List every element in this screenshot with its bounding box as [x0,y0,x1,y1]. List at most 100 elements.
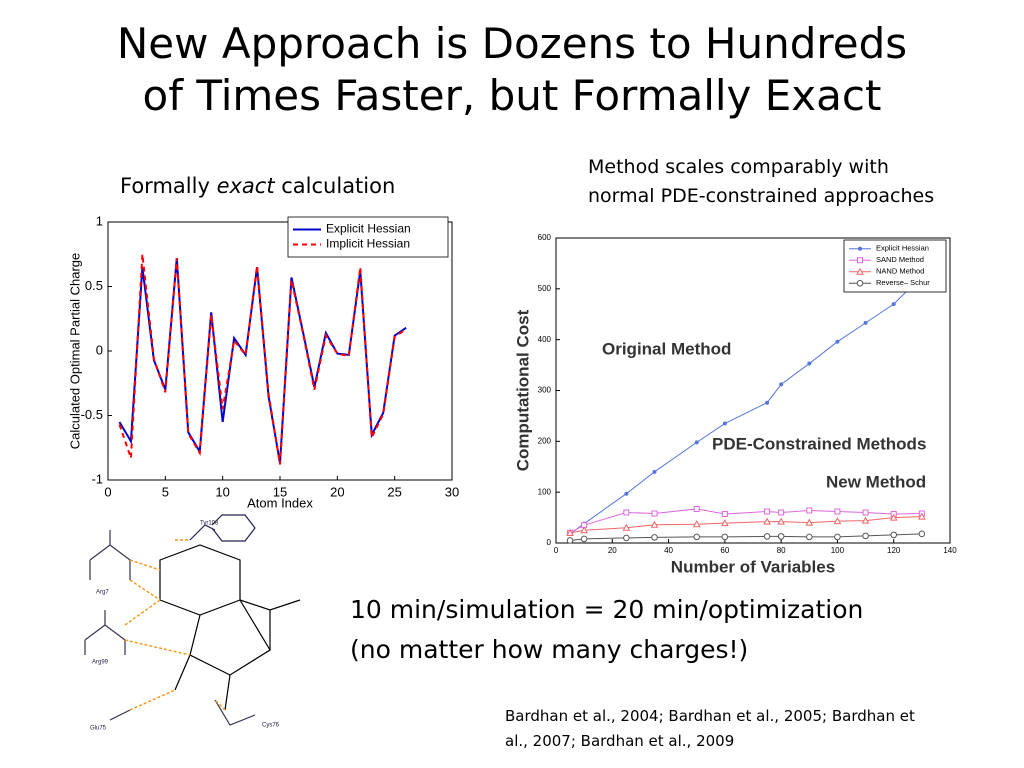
phenyl [189,514,256,542]
marker [891,302,896,307]
caption-line: Method scales comparably with [588,156,889,178]
marker [566,537,574,544]
y-tick-label: 600 [538,233,552,242]
marker [858,246,862,251]
marker [721,511,728,518]
title-line: New Approach is Dozens to Hundreds [116,19,908,68]
x-tick-label: 20 [330,484,344,499]
marker [763,517,771,525]
marker [763,533,771,540]
marker [834,533,841,541]
marker [856,267,864,275]
residue-label: Arg99 [92,660,109,666]
y-tick-label: 200 [538,436,552,445]
left-caption: Formally exact calculation [120,174,395,198]
x-tick-label: 0 [104,484,111,499]
y-tick-label: 1 [96,213,103,228]
result-line: 10 min/simulation = 20 min/optimization [350,595,864,624]
legend-label: NAND Method [876,267,924,276]
marker [623,534,630,542]
plot-frame [107,221,453,481]
y-tick-label: -0.5 [81,407,103,422]
result-line: (no matter how many charges!) [350,635,749,664]
marker [721,519,729,527]
marker [889,513,898,521]
marker [764,508,771,515]
x-tick-label: 25 [387,484,401,499]
caption-text: Formally [120,174,210,198]
ring [159,544,241,616]
hbond [129,559,161,571]
legend-label: Explicit Hessian [876,244,929,253]
legend-label: Explicit Hessian [326,222,411,236]
x-tick-label: 5 [162,484,169,499]
marker [624,491,629,496]
y-tick-label: 0 [96,342,103,357]
marker [693,505,700,512]
marker [694,440,699,445]
annotation: PDE-Constrained Methods [712,434,926,453]
hbonds [124,539,226,711]
y-tick-label: 400 [538,335,552,344]
marker [721,533,729,541]
marker [890,531,898,539]
annotation: New Method [826,472,926,491]
marker [918,530,926,538]
marker [806,507,813,514]
caption-text: calculation [281,174,396,198]
marker [805,518,814,526]
marker [623,509,630,516]
hbond [124,599,161,626]
marker [693,533,701,541]
legend-label: Implicit Hessian [326,237,410,251]
x-tick-label: 30 [445,484,459,499]
marker [805,533,813,541]
marker [779,382,784,387]
x-tick-label: 10 [215,484,229,499]
x-tick-label: 60 [720,546,729,555]
marker [580,535,588,543]
marker [580,526,588,534]
residue-label: Cys76 [262,723,280,729]
residue-labels: Tyr108 Arg7 Arg99 Glu75 Cys76 [90,521,280,732]
x-tick-label: 140 [943,546,957,555]
title-line: of Times Faster, but Formally Exact [142,71,882,120]
right-caption: Method scales comparably with normal PDE… [588,153,934,211]
result-text: 10 min/simulation = 20 min/optimization … [350,590,863,670]
x-tick-label: 0 [554,546,559,555]
marker [861,516,870,524]
marker [863,320,868,325]
marker [777,517,785,525]
marker [918,512,926,520]
citation-line: al., 2007; Bardhan et al., 2009 [505,732,735,750]
marker [833,517,842,525]
y-axis-label: Calculated Optimal Partial Charge [67,253,82,450]
x-axis-label: Atom Index [247,495,313,510]
y-tick-label: 0.5 [85,278,103,293]
bonds [174,599,301,711]
marker [652,469,657,474]
y-tick-label: 100 [538,487,552,496]
x-tick-label: 20 [608,546,617,555]
hbond [124,639,191,656]
y-tick-label: -1 [91,471,103,486]
x-tick-label: 15 [273,484,287,499]
marker [778,509,785,516]
legend-box [287,216,449,258]
residue-label: Glu75 [90,726,107,732]
marker [622,523,631,531]
citation-line: Bardhan et al., 2004; Bardhan et al., 20… [505,707,915,725]
x-tick-label: 120 [887,546,901,555]
hbond [129,689,176,711]
marker [650,520,659,528]
marker [834,508,841,515]
citation: Bardhan et al., 2004; Bardhan et al., 20… [505,704,915,754]
x-tick-label: 80 [777,546,786,555]
y-tick-label: 300 [538,386,552,395]
marker [651,510,658,517]
marker [862,509,869,516]
ring [189,599,271,676]
x-tick-label: 40 [664,546,673,555]
